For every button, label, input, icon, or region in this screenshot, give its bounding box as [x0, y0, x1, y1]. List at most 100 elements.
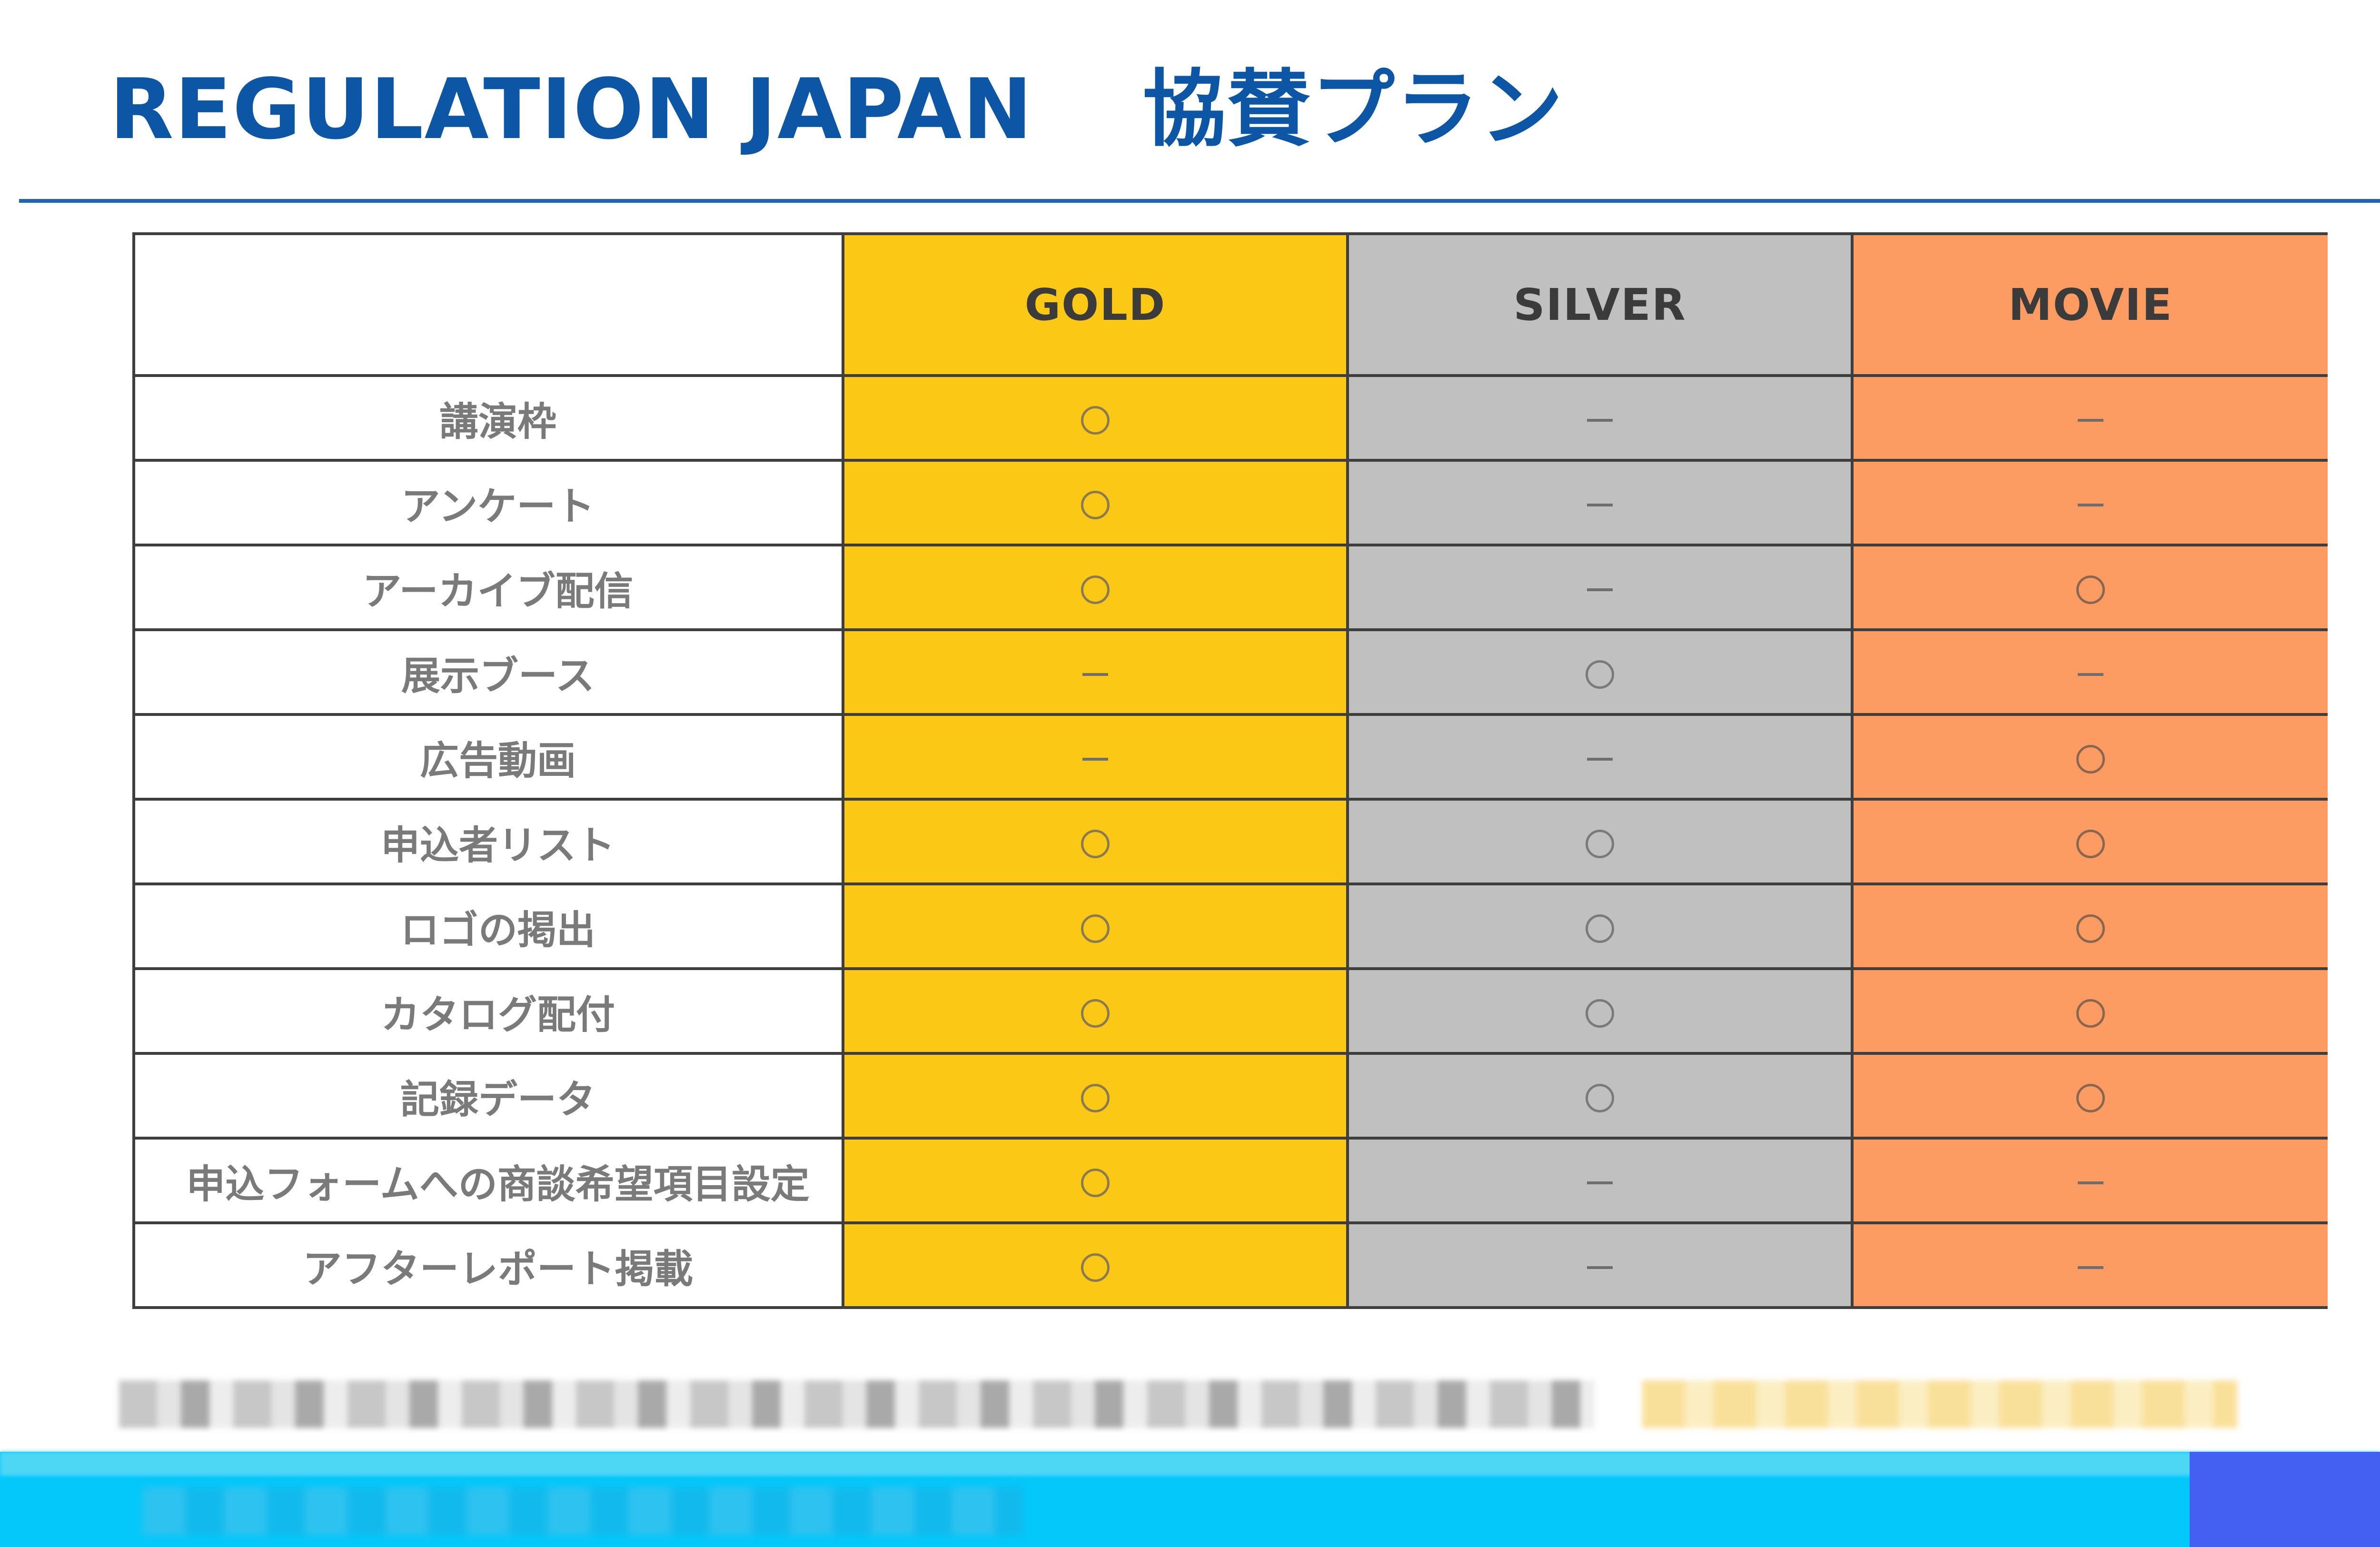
cell-silver: [1346, 459, 1854, 546]
blurred-footer-text: [143, 1488, 1023, 1535]
cell-gold: [842, 459, 1349, 546]
header-movie: MOVIE: [1851, 232, 2328, 377]
not-included-dash-icon: [1082, 673, 1108, 676]
included-circle-icon: [1081, 914, 1110, 943]
table-row: 申込者リスト: [132, 798, 2328, 885]
cell-gold: [842, 1137, 1349, 1224]
cell-gold: [842, 1052, 1349, 1140]
included-circle-icon: [1081, 491, 1110, 520]
table-body: 講演枠 アンケート アーカイブ配信 展示ブース 広告動画 申込者リスト ロゴの掲出 カタログ配…: [132, 374, 2328, 1309]
not-included-dash-icon: [2078, 1266, 2103, 1269]
feature-label: 申込者リスト: [132, 798, 844, 885]
title-underline: [19, 199, 2380, 203]
table-row: 申込フォームへの商談希望項目設定: [132, 1137, 2328, 1224]
not-included-dash-icon: [1587, 758, 1613, 761]
included-circle-icon: [1081, 406, 1110, 435]
feature-label: 講演枠: [132, 374, 844, 462]
included-circle-icon: [2076, 914, 2105, 943]
feature-label: 記録データ: [132, 1052, 844, 1140]
included-circle-icon: [1586, 999, 1614, 1028]
included-circle-icon: [1081, 1169, 1110, 1198]
cell-gold: [842, 713, 1349, 801]
feature-label: 申込フォームへの商談希望項目設定: [132, 1137, 844, 1224]
included-circle-icon: [1081, 999, 1110, 1028]
sponsorship-plan-table: GOLD SILVER MOVIE 講演枠 アンケート アーカイブ配信 展示ブース 広告…: [132, 232, 2328, 1309]
included-circle-icon: [1081, 1253, 1110, 1282]
cell-movie: [1851, 544, 2328, 631]
cell-movie: [1851, 713, 2328, 801]
cell-movie: [1851, 1137, 2328, 1224]
title-japanese: 協賛プラン: [1142, 61, 1564, 158]
footer-band: [0, 1452, 2380, 1547]
not-included-dash-icon: [1587, 419, 1613, 422]
cell-movie: [1851, 628, 2328, 716]
feature-label: カタログ配付: [132, 967, 844, 1055]
included-circle-icon: [1586, 1084, 1614, 1113]
table-header-row: GOLD SILVER MOVIE: [132, 232, 2328, 377]
cell-silver: [1346, 544, 1854, 631]
cell-movie: [1851, 967, 2328, 1055]
cell-movie: [1851, 883, 2328, 970]
feature-label: アーカイブ配信: [132, 544, 844, 631]
cell-gold: [842, 1221, 1349, 1309]
plan-table-container: GOLD SILVER MOVIE 講演枠 アンケート アーカイブ配信 展示ブース 広告…: [132, 232, 2328, 1327]
table-row: 記録データ: [132, 1052, 2328, 1140]
cell-movie: [1851, 459, 2328, 546]
not-included-dash-icon: [2078, 1181, 2103, 1185]
cell-silver: [1346, 798, 1854, 885]
not-included-dash-icon: [2078, 419, 2103, 422]
cell-movie: [1851, 1221, 2328, 1309]
cell-gold: [842, 967, 1349, 1055]
header-gold: GOLD: [842, 232, 1349, 377]
feature-label: アフターレポート掲載: [132, 1221, 844, 1309]
feature-label: 展示ブース: [132, 628, 844, 716]
not-included-dash-icon: [1587, 504, 1613, 507]
cell-gold: [842, 883, 1349, 970]
feature-label: アンケート: [132, 459, 844, 546]
cell-silver: [1346, 713, 1854, 801]
included-circle-icon: [2076, 1084, 2105, 1113]
table-row: カタログ配付: [132, 967, 2328, 1055]
cell-gold: [842, 374, 1349, 462]
cell-silver: [1346, 1221, 1854, 1309]
not-included-dash-icon: [1587, 588, 1613, 592]
table-row: アフターレポート掲載: [132, 1221, 2328, 1309]
not-included-dash-icon: [2078, 673, 2103, 676]
cell-silver: [1346, 1052, 1854, 1140]
cell-gold: [842, 798, 1349, 885]
included-circle-icon: [1586, 660, 1614, 689]
cell-movie: [1851, 374, 2328, 462]
table-row: 展示ブース: [132, 628, 2328, 716]
included-circle-icon: [1586, 914, 1614, 943]
feature-label: ロゴの掲出: [132, 883, 844, 970]
included-circle-icon: [1586, 830, 1614, 859]
cell-silver: [1346, 628, 1854, 716]
table-row: アンケート: [132, 459, 2328, 546]
cell-silver: [1346, 374, 1854, 462]
included-circle-icon: [1081, 575, 1110, 605]
included-circle-icon: [2076, 999, 2105, 1028]
header-corner-cell: [132, 232, 844, 377]
cell-silver: [1346, 1137, 1854, 1224]
included-circle-icon: [2076, 830, 2105, 859]
header-silver: SILVER: [1346, 232, 1854, 377]
included-circle-icon: [2076, 745, 2105, 774]
footer-corner-block: [2190, 1452, 2380, 1547]
table-row: アーカイブ配信: [132, 544, 2328, 631]
cell-movie: [1851, 798, 2328, 885]
not-included-dash-icon: [1587, 1181, 1613, 1185]
not-included-dash-icon: [1587, 1266, 1613, 1269]
table-row: ロゴの掲出: [132, 883, 2328, 970]
not-included-dash-icon: [1082, 758, 1108, 761]
blurred-footnote-text: [119, 1380, 1595, 1428]
table-row: 講演枠: [132, 374, 2328, 462]
blurred-footnote-highlight: [1642, 1380, 2237, 1428]
feature-label: 広告動画: [132, 713, 844, 801]
cell-movie: [1851, 1052, 2328, 1140]
title-english: REGULATION JAPAN: [109, 61, 1033, 158]
included-circle-icon: [2076, 575, 2105, 605]
cell-gold: [842, 544, 1349, 631]
included-circle-icon: [1081, 830, 1110, 859]
cell-silver: [1346, 967, 1854, 1055]
